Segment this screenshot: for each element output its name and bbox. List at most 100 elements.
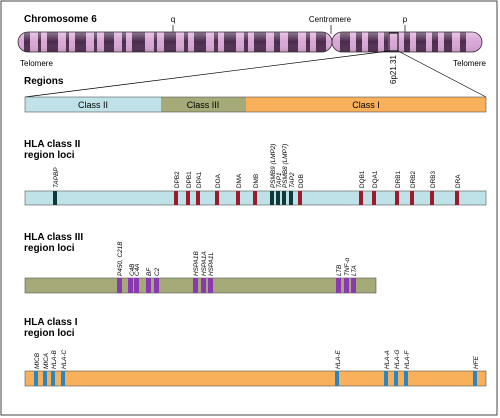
locus-mark	[34, 371, 38, 386]
locus-mark	[154, 278, 159, 293]
locus-mark	[430, 191, 434, 205]
locus-mark	[253, 191, 257, 205]
chromosome-title: Chromosome 6	[24, 14, 97, 25]
region-class-ii-label: Class II	[78, 100, 108, 110]
class2-title-line1: HLA class II	[24, 139, 81, 150]
locus-mark	[473, 371, 477, 386]
locus-mark	[394, 371, 398, 386]
chromosome-p-arm-outline	[331, 31, 483, 53]
locus-label: HLA-A	[384, 350, 391, 369]
locus-label: LTB	[336, 264, 343, 276]
locus-label: DRB2	[410, 171, 417, 188]
locus-label: DPB2	[174, 171, 181, 188]
class1-bar	[24, 370, 487, 387]
locus-mark	[351, 278, 356, 293]
locus-mark	[404, 371, 408, 386]
zoom-line-left	[24, 50, 390, 98]
region-class-iii	[161, 97, 246, 112]
locus-label: DMB	[253, 174, 260, 188]
chromosome-shading	[18, 32, 482, 52]
locus-label: HFE	[473, 355, 480, 369]
locus-label: HSPA1A	[201, 251, 208, 276]
locus-mark	[117, 278, 122, 293]
locus-label: DQA1	[372, 170, 379, 188]
locus-mark	[196, 191, 200, 205]
locus-mark	[61, 371, 65, 386]
locus-label: TAP1	[276, 172, 283, 188]
locus-mark	[410, 191, 414, 205]
locus-mark	[336, 278, 341, 293]
region-class-i-label: Class I	[352, 100, 380, 110]
locus-label: MICA	[43, 353, 50, 369]
class3-title-line2: region loci	[24, 243, 75, 254]
locus-mark	[43, 371, 47, 386]
class2-title-line2: region loci	[24, 150, 75, 161]
locus-mark	[174, 191, 178, 205]
locus-mark	[289, 191, 293, 205]
region-class-i	[246, 97, 486, 112]
locus-label: DOA	[215, 173, 222, 188]
locus-label: HSPA1B	[193, 251, 200, 276]
locus-mark	[359, 191, 363, 205]
locus-label: HLA-G	[394, 349, 401, 369]
telomere-right-label: Telomere	[453, 59, 486, 68]
locus-label: C2	[154, 267, 161, 276]
locus-label: HLA-E	[335, 349, 342, 369]
class1-title-line2: region loci	[24, 328, 75, 339]
locus-label: DOB	[298, 174, 305, 188]
locus-mark	[208, 278, 213, 293]
locus-mark	[51, 371, 55, 386]
locus-mark	[128, 278, 133, 293]
region-class-iii-label: Class III	[187, 100, 220, 110]
locus-label: MICB	[34, 352, 41, 369]
telomere-left-label: Telomere	[20, 59, 53, 68]
regions-bar: Class II Class III Class I	[24, 96, 487, 113]
locus-label: HLA-B	[51, 349, 58, 369]
locus-mark	[201, 278, 206, 293]
locus-mark	[236, 191, 240, 205]
class1-title-line1: HLA class I	[24, 317, 78, 328]
locus-label: HLA-C	[61, 349, 68, 369]
locus-label: C4B	[129, 263, 136, 276]
zoom-line-right	[397, 50, 487, 98]
locus-label: PSMB8 (LMP7)	[282, 144, 289, 188]
regions-bar-outline	[24, 96, 487, 113]
arm-q-label: q	[171, 15, 175, 24]
locus-label: C4A	[134, 264, 141, 276]
locus-mark	[335, 371, 339, 386]
locus-label: TAPBP	[53, 167, 60, 188]
band-6p21-31-label: 6p21.31	[389, 55, 398, 84]
locus-label: P450, C21B	[117, 241, 124, 276]
class3-bar	[24, 277, 377, 294]
locus-label: HLA-F	[404, 349, 411, 369]
locus-mark	[53, 191, 57, 205]
locus-label: TNF-α	[344, 257, 351, 276]
locus-label: PSMB9 (LMP2)	[270, 144, 277, 188]
locus-mark	[134, 278, 139, 293]
locus-label: DRB1	[395, 171, 402, 188]
regions-title: Regions	[24, 76, 64, 87]
class3-title-line1: HLA class III	[24, 232, 83, 243]
locus-label: HSPA1L	[208, 252, 215, 276]
region-class-ii	[25, 97, 161, 112]
locus-mark	[186, 191, 190, 205]
locus-mark	[372, 191, 376, 205]
locus-mark	[384, 371, 388, 386]
locus-mark	[282, 191, 286, 205]
locus-mark	[270, 191, 274, 205]
centromere-label: Centromere	[309, 15, 352, 24]
locus-mark	[344, 278, 349, 293]
locus-label: TAP2	[289, 172, 296, 188]
locus-label: BF	[146, 267, 153, 276]
locus-mark	[395, 191, 399, 205]
locus-mark	[193, 278, 198, 293]
chromosome-6	[17, 31, 483, 53]
locus-mark	[455, 191, 459, 205]
class2-loci: TAPBP DPB2 DPB1 DPA1 DOA DMA DMB PSMB9 (LMP2) TA…	[53, 144, 462, 205]
arm-p-label: p	[403, 15, 408, 24]
locus-label: DMA	[236, 173, 243, 188]
locus-label: DQB1	[359, 170, 366, 188]
